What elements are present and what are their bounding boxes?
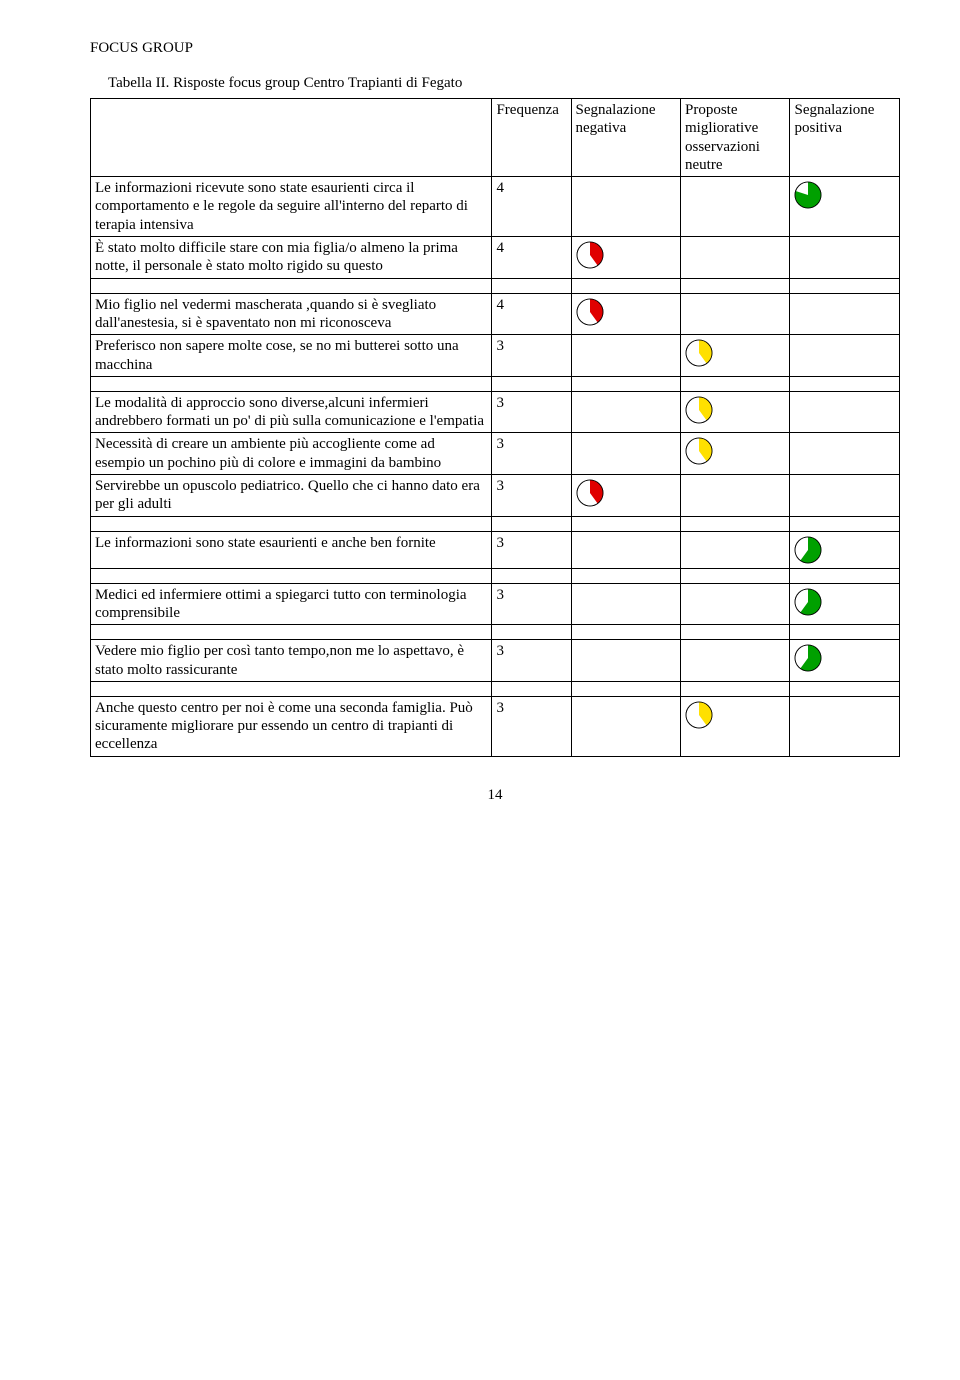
cell-negative [571,583,680,625]
cell-frequency: 4 [492,237,571,279]
spacer-row [91,278,900,293]
cell-positive [790,293,900,335]
cell-positive [790,583,900,625]
pie-neutral-icon [685,701,785,729]
table-header-row: FrequenzaSegnalazione negativaProposte m… [91,99,900,177]
spacer-row [91,376,900,391]
table-row: Necessità di creare un ambiente più acco… [91,433,900,475]
header-proposals: Proposte migliorative osservazioni neutr… [681,99,790,177]
cell-proposals [681,177,790,237]
cell-negative [571,293,680,335]
cell-frequency: 3 [492,475,571,517]
pie-positive-icon [794,536,895,564]
table-row: Mio figlio nel vedermi mascherata ,quand… [91,293,900,335]
cell-statement: È stato molto difficile stare con mia fi… [91,237,492,279]
cell-statement: Vedere mio figlio per così tanto tempo,n… [91,640,492,682]
pie-positive-icon [794,181,895,209]
pie-negative-icon [576,298,676,326]
cell-negative [571,391,680,433]
cell-statement: Preferisco non sapere molte cose, se no … [91,335,492,377]
cell-negative [571,433,680,475]
cell-negative [571,696,680,756]
cell-negative [571,237,680,279]
cell-positive [790,335,900,377]
cell-negative [571,335,680,377]
cell-proposals [681,433,790,475]
cell-proposals [681,293,790,335]
cell-statement: Le informazioni sono state esaurienti e … [91,531,492,568]
cell-positive [790,177,900,237]
cell-statement: Anche questo centro per noi è come una s… [91,696,492,756]
cell-negative [571,531,680,568]
table-row: Anche questo centro per noi è come una s… [91,696,900,756]
header-negative: Segnalazione negativa [571,99,680,177]
cell-frequency: 3 [492,696,571,756]
pie-neutral-icon [685,437,785,465]
cell-negative [571,475,680,517]
table-row: È stato molto difficile stare con mia fi… [91,237,900,279]
cell-proposals [681,335,790,377]
cell-negative [571,640,680,682]
cell-positive [790,531,900,568]
pie-positive-icon [794,644,895,672]
table-row: Preferisco non sapere molte cose, se no … [91,335,900,377]
page-number: 14 [90,787,900,804]
header-statement [91,99,492,177]
pie-negative-icon [576,241,676,269]
cell-negative [571,177,680,237]
cell-positive [790,640,900,682]
cell-frequency: 3 [492,583,571,625]
spacer-row [91,568,900,583]
header-frequency: Frequenza [492,99,571,177]
spacer-row [91,516,900,531]
cell-statement: Medici ed infermiere ottimi a spiegarci … [91,583,492,625]
table-row: Le modalità di approccio sono diverse,al… [91,391,900,433]
responses-table: FrequenzaSegnalazione negativaProposte m… [90,98,900,757]
pie-neutral-icon [685,339,785,367]
cell-proposals [681,391,790,433]
cell-frequency: 3 [492,640,571,682]
pie-neutral-icon [685,396,785,424]
pie-negative-icon [576,479,676,507]
cell-positive [790,433,900,475]
cell-proposals [681,237,790,279]
cell-frequency: 3 [492,335,571,377]
table-row: Le informazioni sono state esaurienti e … [91,531,900,568]
cell-frequency: 3 [492,531,571,568]
table-row: Le informazioni ricevute sono state esau… [91,177,900,237]
pie-positive-icon [794,588,895,616]
table-row: Medici ed infermiere ottimi a spiegarci … [91,583,900,625]
cell-statement: Servirebbe un opuscolo pediatrico. Quell… [91,475,492,517]
cell-statement: Mio figlio nel vedermi mascherata ,quand… [91,293,492,335]
cell-proposals [681,531,790,568]
cell-statement: Le modalità di approccio sono diverse,al… [91,391,492,433]
cell-positive [790,237,900,279]
cell-positive [790,475,900,517]
cell-positive [790,696,900,756]
table-row: Servirebbe un opuscolo pediatrico. Quell… [91,475,900,517]
cell-proposals [681,696,790,756]
section-title: FOCUS GROUP [90,40,900,57]
cell-statement: Le informazioni ricevute sono state esau… [91,177,492,237]
header-positive: Segnalazione positiva [790,99,900,177]
cell-proposals [681,640,790,682]
cell-proposals [681,475,790,517]
cell-frequency: 4 [492,177,571,237]
cell-positive [790,391,900,433]
cell-frequency: 4 [492,293,571,335]
cell-proposals [681,583,790,625]
spacer-row [91,625,900,640]
table-row: Vedere mio figlio per così tanto tempo,n… [91,640,900,682]
table-caption: Tabella II. Risposte focus group Centro … [108,75,900,92]
cell-frequency: 3 [492,391,571,433]
spacer-row [91,681,900,696]
cell-statement: Necessità di creare un ambiente più acco… [91,433,492,475]
cell-frequency: 3 [492,433,571,475]
